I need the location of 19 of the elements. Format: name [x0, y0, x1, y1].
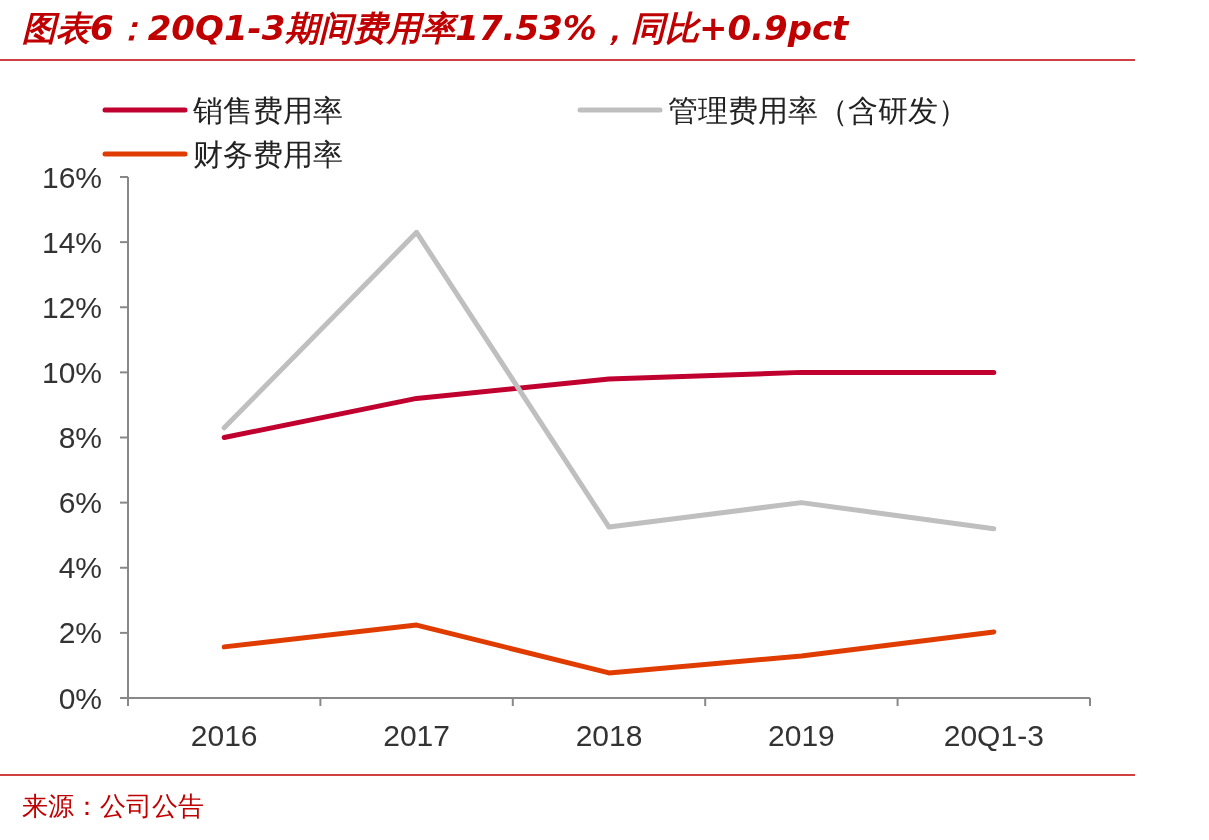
y-tick-label: 10% — [41, 355, 102, 389]
legend-label: 销售费用率 — [192, 92, 343, 128]
y-tick-label: 14% — [41, 225, 102, 259]
x-tick-label: 2018 — [575, 719, 643, 752]
y-tick-label: 4% — [58, 551, 102, 585]
x-tick-label: 2016 — [190, 719, 258, 752]
y-tick-label: 12% — [41, 290, 102, 324]
chart-title: 图表6：20Q1-3期间费用率17.53%，同比+0.9pct — [22, 8, 851, 48]
y-tick-label: 16% — [41, 160, 102, 194]
source-note: 来源：公司公告 — [22, 791, 204, 821]
y-tick-label: 6% — [58, 486, 102, 520]
y-tick-label: 8% — [58, 421, 102, 454]
legend-label: 管理费用率（含研发） — [668, 92, 968, 128]
legend-label: 财务费用率 — [193, 136, 343, 172]
x-tick-label: 2017 — [383, 719, 450, 752]
x-tick-label: 20Q1-3 — [943, 719, 1044, 752]
y-tick-label: 0% — [58, 681, 102, 715]
y-tick-label: 2% — [58, 616, 102, 650]
x-tick-label: 2019 — [768, 719, 835, 752]
